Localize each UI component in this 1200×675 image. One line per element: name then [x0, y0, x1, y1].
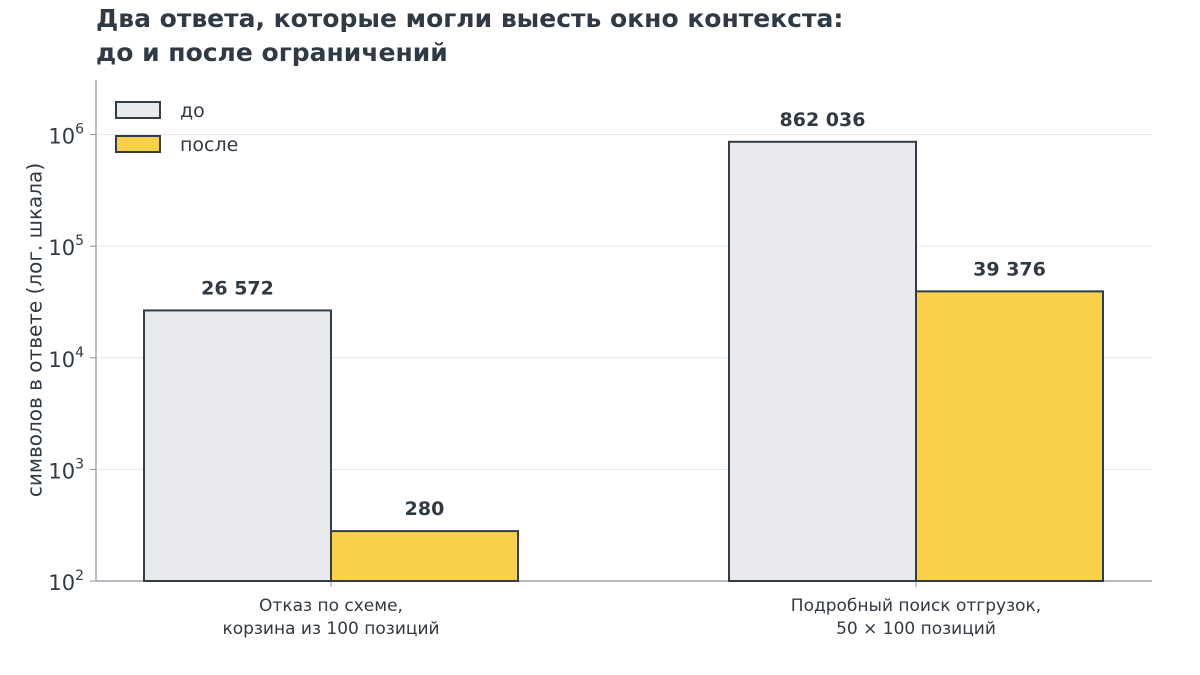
value-label: 280 [405, 498, 445, 520]
legend-label: до [180, 100, 205, 122]
chart-title-line-2: до и после ограничений [96, 38, 448, 67]
chart-title: Два ответа, которые могли выесть окно ко… [96, 2, 843, 70]
x-tick-label: Отказ по схеме, [259, 596, 403, 616]
y-tick-label: 106 [48, 122, 84, 149]
x-tick-label: Подробный поиск отгрузок, [791, 596, 1041, 616]
legend: до после [115, 100, 238, 156]
y-tick-label: 102 [48, 568, 84, 595]
legend-swatch-before [115, 101, 161, 119]
y-tick-label: 104 [48, 345, 84, 372]
x-tick-label: 50 × 100 позиций [836, 619, 996, 639]
value-labels: 26 572 280 862 036 39 376 [201, 109, 1046, 520]
legend-swatch-after [115, 135, 161, 153]
legend-label: после [180, 134, 238, 156]
value-label: 26 572 [201, 277, 274, 299]
y-tick-label: 103 [48, 456, 84, 483]
bar-before-1 [728, 140, 917, 582]
x-tick-label: корзина из 100 позиций [222, 619, 439, 639]
bars [143, 140, 1104, 583]
bar-before-0 [143, 309, 332, 582]
value-label: 39 376 [973, 258, 1046, 280]
axes: 102 103 104 105 106 Отказ по схеме, корзина из… [48, 80, 1152, 639]
y-axis-label: символов в ответе (лог. шкала) [23, 163, 47, 497]
bar-after-0 [330, 530, 519, 583]
y-tick-label: 105 [48, 233, 84, 260]
bar-after-1 [915, 290, 1104, 582]
chart-title-line-1: Два ответа, которые могли выесть окно ко… [96, 4, 844, 33]
value-label: 862 036 [780, 109, 866, 131]
